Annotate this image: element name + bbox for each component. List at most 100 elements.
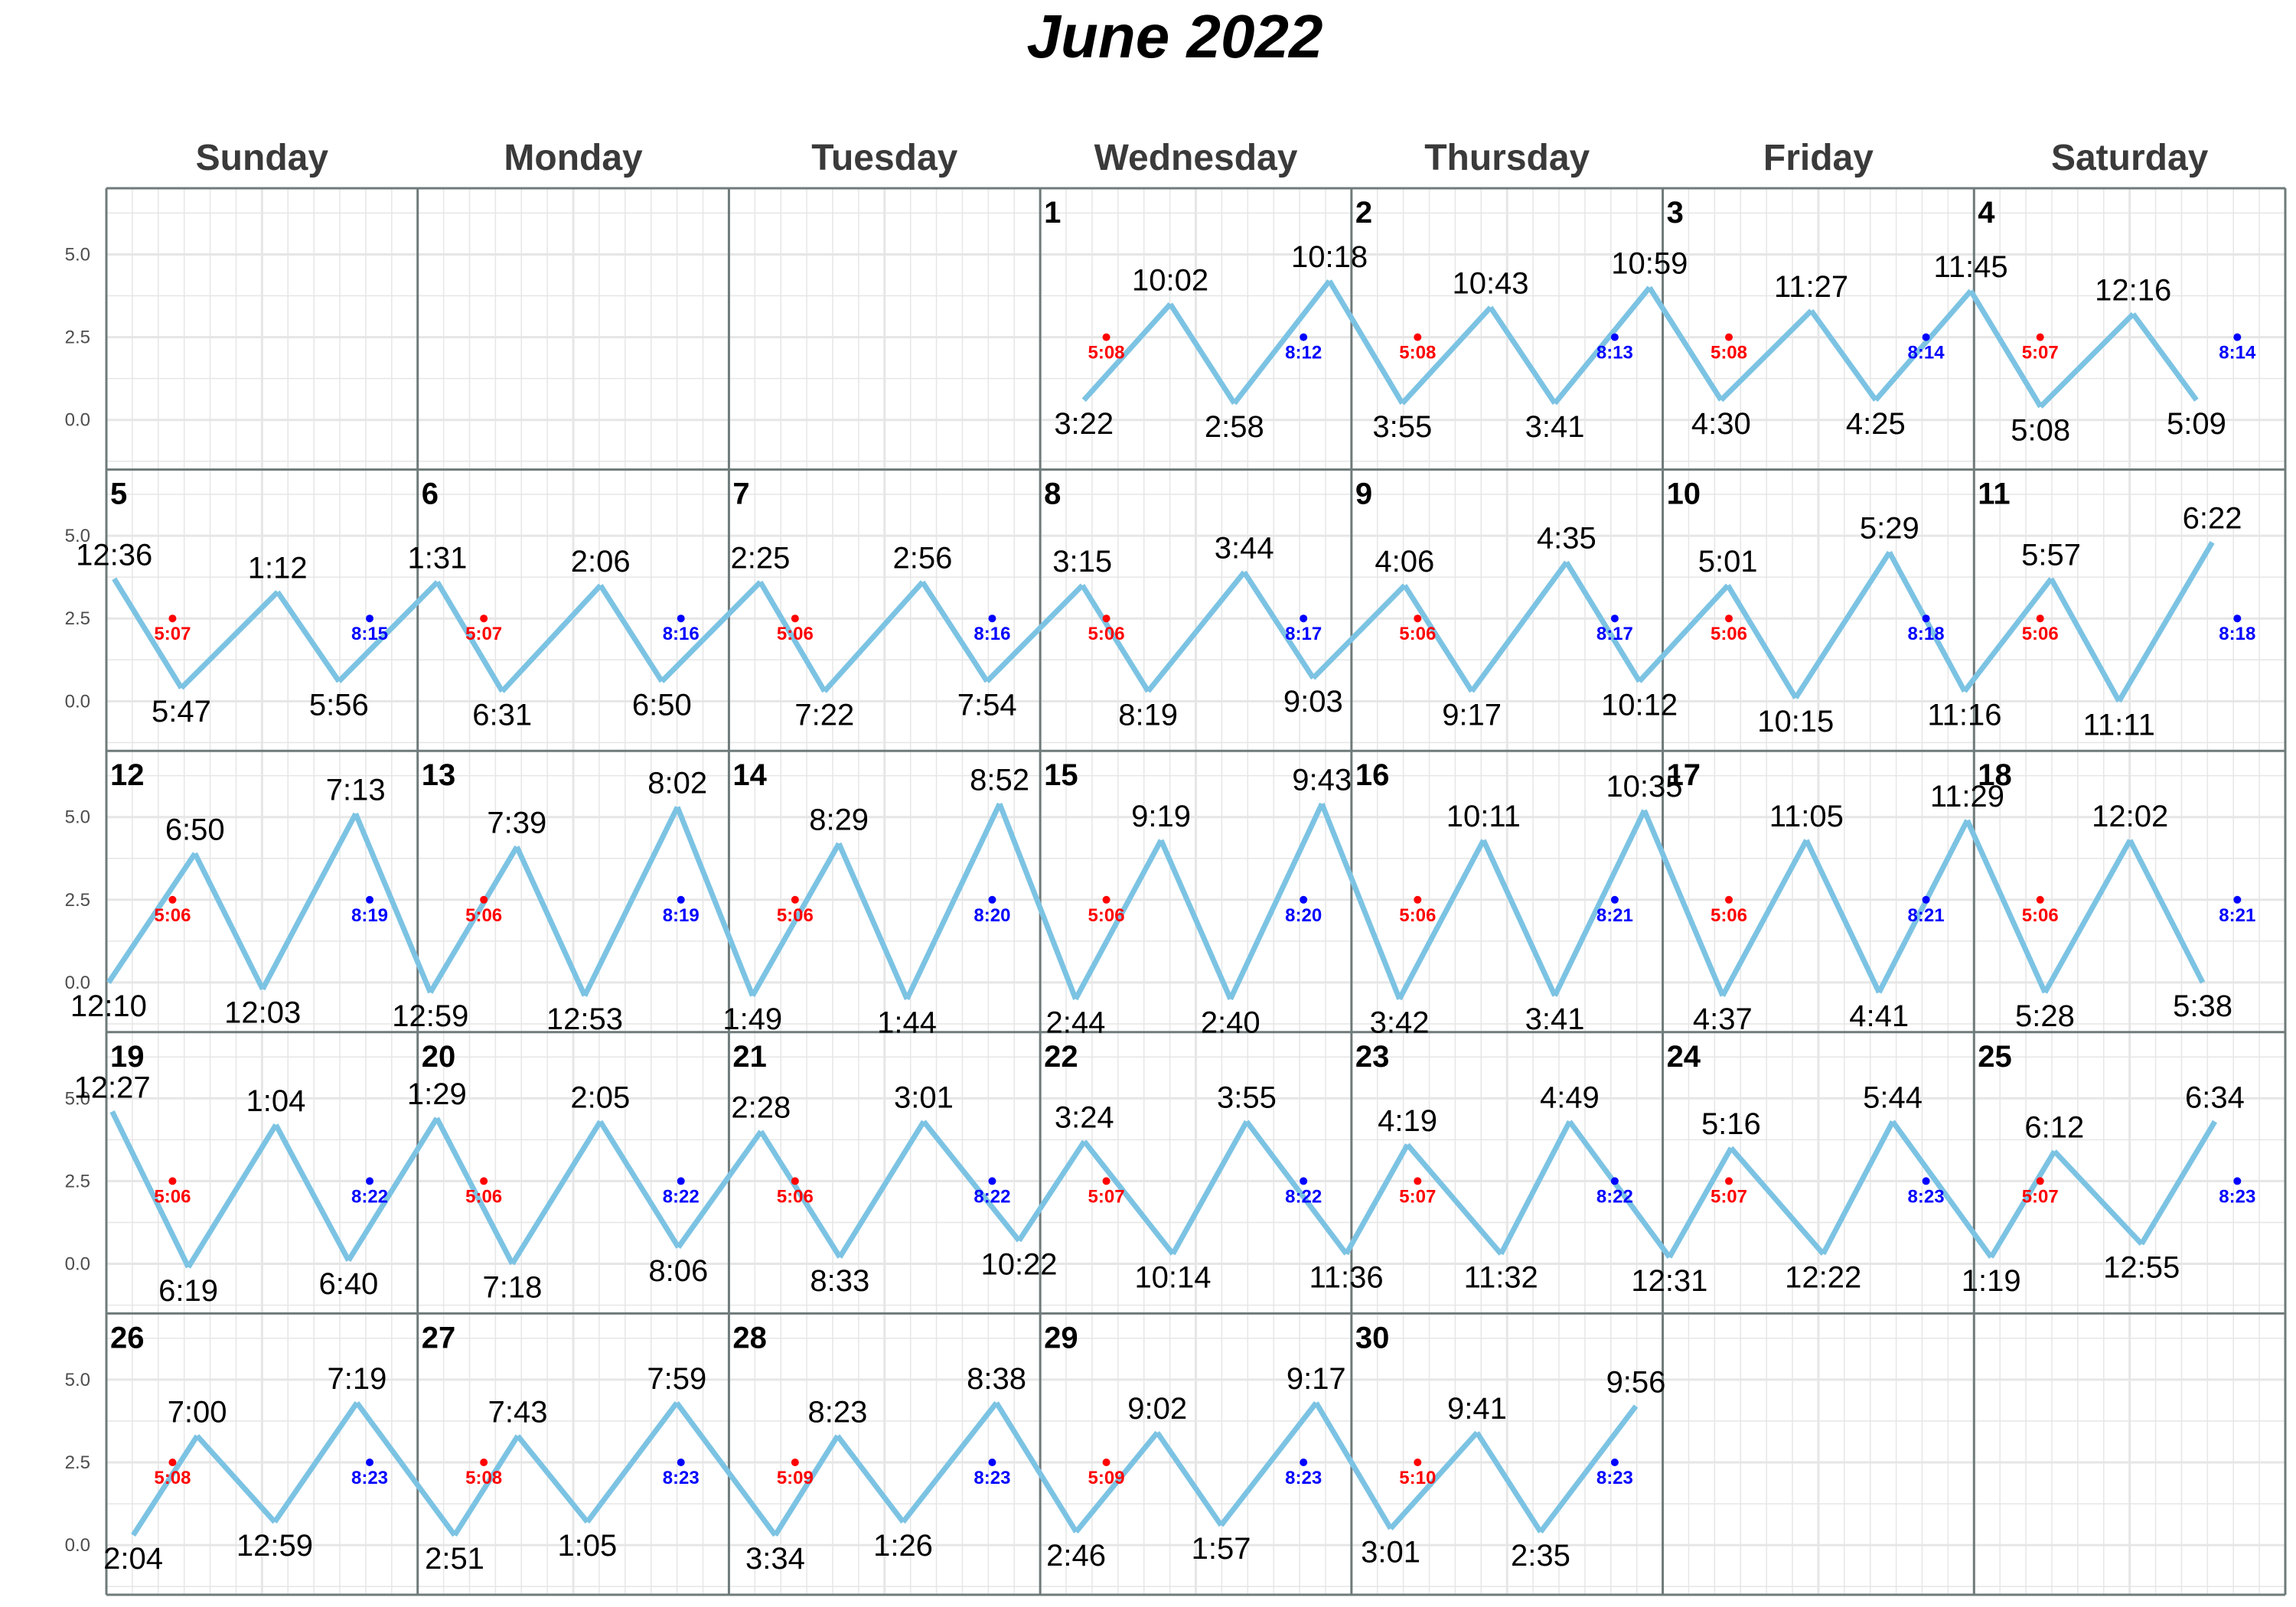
sunrise-dot — [1102, 1459, 1110, 1467]
tide-segment — [500, 583, 603, 693]
low-tide-label: 4:37 — [1693, 1002, 1753, 1036]
sunrise-dot — [168, 895, 177, 904]
sunrise-dot — [1414, 333, 1422, 341]
day-number: 2 — [1355, 196, 1372, 230]
sunset-dot — [366, 1177, 374, 1185]
low-tide-label: 3:34 — [745, 1542, 805, 1576]
high-tide-label: 2:56 — [893, 542, 953, 575]
panel-borders — [105, 187, 2287, 1596]
sunrise-label: 5:09 — [1088, 1468, 1125, 1488]
y-tick-label: 0.0 — [65, 973, 90, 993]
high-tide-label: 7:00 — [168, 1395, 227, 1429]
tide-segment — [598, 584, 664, 683]
tide-segment — [2128, 839, 2206, 984]
tide-segment — [676, 1129, 764, 1249]
tide-segment — [1538, 1404, 1639, 1534]
high-tide-label: 2:06 — [571, 545, 631, 579]
low-tide-label: 3:22 — [1054, 407, 1114, 441]
sunset-dot — [988, 895, 996, 904]
tide-segment — [1311, 583, 1407, 680]
sunset-dot — [1610, 1177, 1619, 1185]
day-number: 18 — [1978, 758, 2012, 792]
tide-segment — [1499, 1120, 1573, 1256]
low-tide-label: 11:32 — [1464, 1261, 1538, 1295]
tide-segment — [337, 580, 439, 683]
tide-segment — [996, 803, 1078, 1000]
day-number: 14 — [732, 758, 767, 792]
tide-segment — [195, 1434, 277, 1524]
high-tide-label: 11:05 — [1769, 800, 1844, 833]
low-tide-label: 10:22 — [980, 1247, 1057, 1281]
sunset-dot — [1922, 333, 1930, 341]
high-tide-label: 11:45 — [1933, 250, 2007, 284]
high-tide-label: 3:55 — [1217, 1081, 1277, 1115]
sunrise-dot — [480, 1459, 488, 1467]
sunset-dot — [988, 1177, 996, 1185]
sunrise-label: 5:06 — [1399, 905, 1436, 926]
high-tide-label: 10:02 — [1132, 263, 1208, 297]
day-number: 26 — [110, 1321, 145, 1354]
sunset-label: 8:18 — [2219, 624, 2255, 644]
sunrise-dot — [1102, 614, 1110, 623]
tide-segment — [1965, 819, 2048, 994]
tide-segment — [1968, 289, 2043, 409]
tide-time-labels: 3:22 10:02 2:58 10:18 3:55 10:43 3:41 10:59 4:30… — [70, 240, 2245, 1576]
tide-segment — [1821, 1120, 1896, 1256]
tide-segment — [1552, 809, 1647, 997]
tide-segment — [1637, 583, 1730, 683]
tide-segment — [904, 802, 1003, 1001]
sunrise-label: 5:08 — [1088, 343, 1125, 363]
tide-segment — [1474, 1431, 1543, 1534]
tide-segment — [1808, 308, 1878, 402]
sunrise-dot — [2036, 333, 2044, 341]
low-tide-label: 12:59 — [392, 999, 468, 1033]
sunrise-dot — [1724, 333, 1733, 341]
y-tick-label: 5.0 — [65, 807, 90, 828]
sunset-label: 8:23 — [1908, 1186, 1945, 1207]
sunset-dot — [1610, 614, 1619, 623]
sunrise-label: 5:07 — [154, 624, 191, 644]
sunset-dot — [677, 614, 685, 623]
sunrise-dot — [2036, 895, 2044, 904]
low-tide-label: 1:19 — [1962, 1264, 2021, 1298]
high-tide-label: 8:52 — [970, 763, 1029, 797]
tide-segment — [1564, 560, 1642, 683]
tide-segment — [346, 1116, 439, 1263]
tide-segment — [1725, 584, 1799, 699]
low-tide-label: 7:54 — [957, 688, 1017, 722]
tide-segment — [1793, 550, 1892, 699]
sunset-dot — [2233, 333, 2242, 341]
tide-segment — [1667, 1146, 1733, 1259]
day-number: 4 — [1978, 196, 1995, 230]
sunrise-label: 5:07 — [1399, 1186, 1436, 1207]
sunset-label: 8:23 — [1596, 1468, 1633, 1488]
high-tide-label: 11:27 — [1774, 270, 1848, 304]
high-tide-label: 5:44 — [1863, 1081, 1923, 1115]
low-tide-label: 2:44 — [1045, 1006, 1105, 1040]
tide-segment — [435, 580, 505, 693]
high-tide-label: 2:28 — [731, 1091, 791, 1125]
low-tide-label: 3:41 — [1525, 1002, 1585, 1036]
y-tick-label: 5.0 — [65, 244, 90, 265]
high-tide-label: 4:06 — [1375, 545, 1434, 579]
high-tide-label: 10:11 — [1446, 800, 1521, 833]
weekday-label: Monday — [504, 138, 643, 178]
tide-segment — [1218, 1401, 1319, 1527]
high-tide-label: 3:15 — [1052, 545, 1112, 579]
sunset-label: 8:15 — [351, 624, 388, 644]
sunset-label: 8:14 — [1908, 343, 1945, 363]
low-tide-label: 4:30 — [1691, 407, 1751, 441]
sunrise-label: 5:06 — [154, 905, 191, 926]
sunrise-label: 5:07 — [2022, 1186, 2059, 1207]
tide-segment — [131, 1434, 200, 1537]
weekday-header: Sunday Monday Tuesday Wednesday Thursday Frid… — [196, 138, 2209, 178]
low-tide-label: 7:22 — [794, 698, 854, 732]
panel-grid — [106, 188, 2285, 1595]
y-tick-label: 5.0 — [65, 1370, 90, 1390]
day-number: 28 — [732, 1321, 767, 1354]
sunset-dot — [677, 895, 685, 904]
low-tide-label: 12:55 — [2103, 1251, 2180, 1285]
sunset-label: 8:23 — [351, 1468, 388, 1488]
high-tide-label: 9:17 — [1287, 1362, 1346, 1396]
day-number: 20 — [422, 1040, 456, 1074]
